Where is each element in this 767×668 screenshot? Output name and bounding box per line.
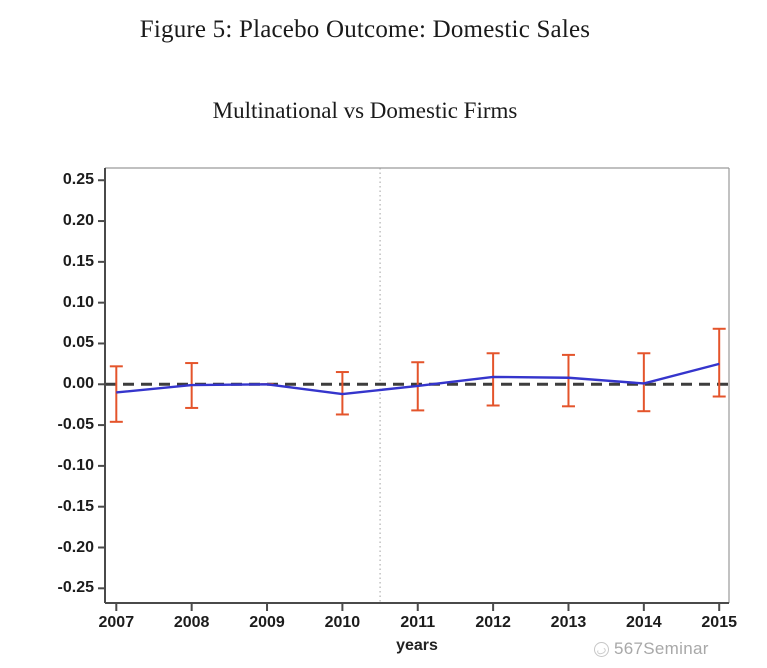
- coefficient-line: [116, 362, 720, 396]
- chart-subtitle: Multinational vs Domestic Firms: [212, 98, 518, 123]
- x-tick-label: 2009: [249, 614, 285, 631]
- y-tick-label: 0.25: [62, 171, 94, 189]
- x-tick-label: 2014: [626, 614, 662, 631]
- watermark-label: 567Seminar: [614, 639, 709, 658]
- x-tick-label: 2012: [475, 614, 511, 631]
- y-tick-label: 0.15: [62, 252, 94, 270]
- y-tick-label: -0.15: [57, 497, 94, 515]
- x-tick-label: 2007: [98, 614, 135, 631]
- y-tick-label: -0.05: [57, 416, 94, 434]
- y-tick-label: -0.20: [57, 538, 94, 556]
- watermark: 567Seminar: [594, 639, 709, 659]
- y-tick-label: 0.20: [62, 212, 94, 230]
- y-tick-label: 0.10: [62, 293, 94, 311]
- seminar-logo-icon: [594, 641, 609, 657]
- x-tick-label: 2008: [173, 614, 210, 631]
- x-tick-label: 2011: [400, 614, 436, 631]
- y-tick-label: -0.25: [57, 579, 94, 597]
- x-axis-title: years: [396, 637, 438, 654]
- y-tick-label: -0.10: [57, 456, 94, 474]
- figure-title: Figure 5: Placebo Outcome: Domestic Sale…: [139, 16, 591, 43]
- y-tick-label: 0.00: [62, 375, 94, 393]
- y-tick-label: 0.05: [62, 334, 94, 352]
- plot-area: [98, 167, 730, 611]
- x-tick-label: 2010: [324, 614, 361, 631]
- x-tick-label: 2013: [550, 614, 587, 631]
- x-tick-label: 2015: [701, 614, 737, 631]
